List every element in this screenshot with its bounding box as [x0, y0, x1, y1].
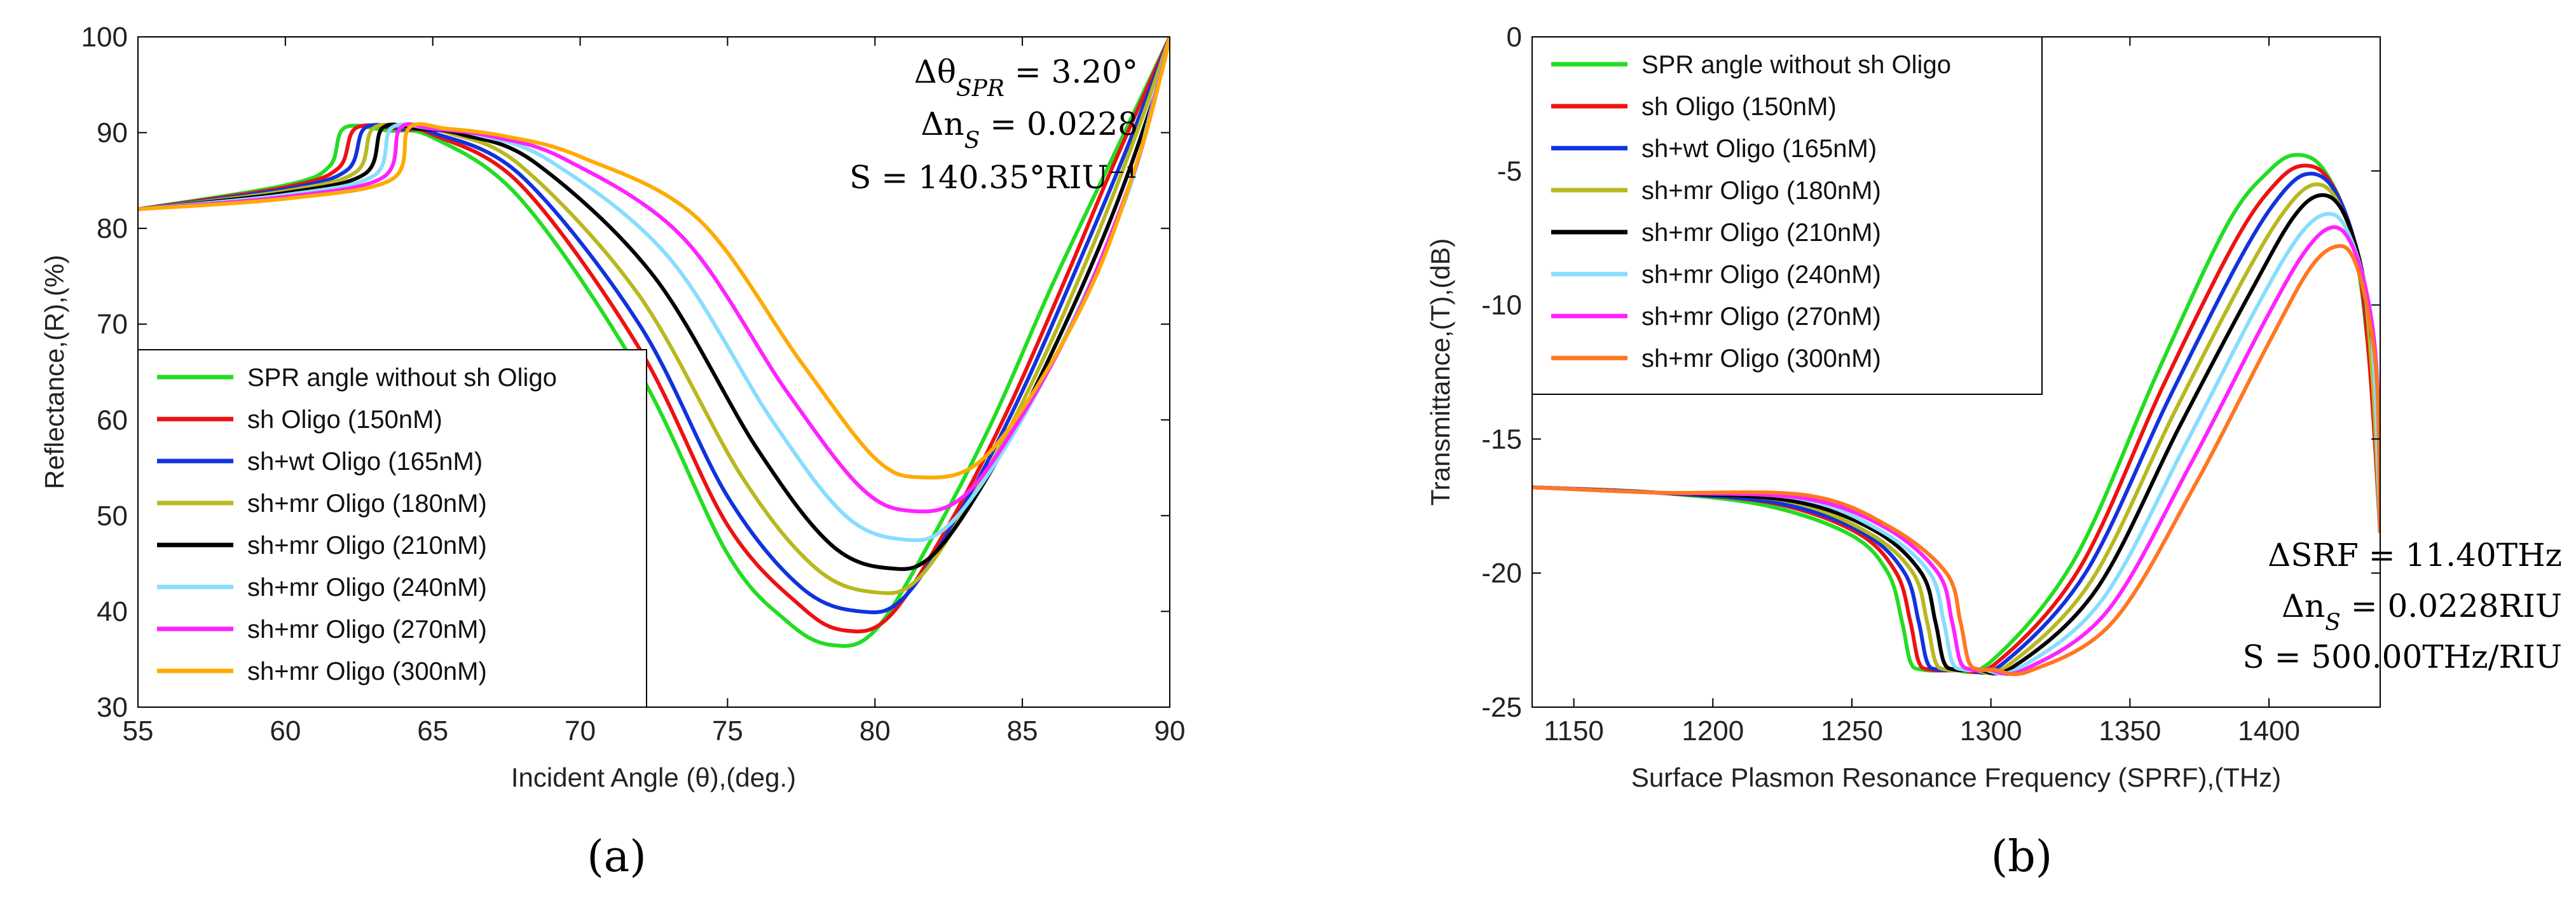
- x-tick-label: 90: [1154, 715, 1186, 747]
- legend-entry: sh+wt Oligo (165nM): [1641, 135, 1877, 163]
- x-tick-label: 1200: [1682, 715, 1744, 747]
- y-tick-label: -5: [1497, 156, 1522, 187]
- x-tick-label: 75: [712, 715, 743, 747]
- panel-label: (a): [587, 832, 647, 882]
- annotation: ΔnS = 0.0228RIU: [2282, 588, 2562, 636]
- y-axis-label: Transmittance,(T),(dB): [1425, 238, 1455, 506]
- x-axis-label: Incident Angle (θ),(deg.): [511, 762, 796, 792]
- series-group: [138, 37, 1170, 648]
- series-line-1: [138, 37, 1170, 648]
- y-tick-label: -25: [1481, 692, 1522, 723]
- legend-entry: sh+mr Oligo (180nM): [1641, 177, 1881, 205]
- y-tick-label: -20: [1481, 558, 1522, 589]
- series-line-5: [1532, 193, 2380, 676]
- x-tick-label: 1150: [1544, 715, 1604, 747]
- chart-panel-b: 1150 1200 1250 1300 1350 1400-25-20-15-10-50S…: [1425, 22, 2562, 882]
- x-tick-label: 85: [1007, 715, 1038, 747]
- legend-entry: sh+mr Oligo (300nM): [247, 658, 487, 686]
- legend-entry: sh+mr Oligo (240nM): [247, 574, 487, 602]
- series-line-2: [138, 37, 1170, 633]
- x-tick-label: 1250: [1821, 715, 1883, 747]
- legend-entry: SPR angle without sh Oligo: [247, 364, 557, 392]
- y-tick-label: 50: [97, 500, 128, 532]
- legend-entry: sh Oligo (150nM): [247, 406, 442, 434]
- legend-box: [137, 349, 647, 708]
- x-tick-label: 70: [565, 715, 596, 747]
- x-tick-label: 60: [270, 715, 301, 747]
- y-tick-label: -15: [1481, 424, 1522, 455]
- x-tick-label: 65: [417, 715, 448, 747]
- legend-entry: sh+mr Oligo (300nM): [1641, 345, 1881, 373]
- legend-entry: SPR angle without sh Oligo: [1641, 51, 1951, 79]
- x-tick-label: 1350: [2099, 715, 2161, 747]
- legend-entry: sh+mr Oligo (240nM): [1641, 261, 1881, 289]
- legend: SPR angle without sh Oligo sh Oligo (150n…: [137, 349, 647, 708]
- y-tick-label: 0: [1507, 22, 1522, 53]
- legend-entry: sh+mr Oligo (210nM): [1641, 219, 1881, 247]
- y-tick-label: 70: [97, 309, 128, 340]
- x-tick-label: 55: [123, 715, 154, 747]
- legend: SPR angle without sh Oligo sh Oligo (150n…: [1531, 36, 2043, 395]
- y-tick-label: 80: [97, 213, 128, 244]
- x-axis-label: Surface Plasmon Resonance Frequency (SPR…: [1631, 762, 2281, 792]
- x-tick-label: 1400: [2238, 715, 2300, 747]
- annotation: ΔθSPR = 3.20°: [914, 53, 1138, 102]
- y-tick-label: 30: [97, 692, 128, 723]
- series-line-8: [1532, 244, 2380, 677]
- chart-panel-a: 55 60 65 70 75 80 85 90 30 40 50 60 70 80 90 100 Inciden…: [39, 22, 1185, 882]
- series-line-5: [138, 37, 1170, 571]
- y-tick-label: 90: [97, 118, 128, 149]
- y-tick-label: -10: [1481, 290, 1522, 321]
- series-line-7: [1532, 225, 2380, 676]
- annotation: ΔSRF = 11.40THz: [2268, 537, 2562, 574]
- y-tick-label: 60: [97, 404, 128, 436]
- y-axis-label: Reflectance,(R),(%): [39, 255, 69, 490]
- series-line-8: [138, 37, 1170, 480]
- x-tick-label: 1300: [1960, 715, 2022, 747]
- legend-entry: sh+mr Oligo (270nM): [247, 616, 487, 644]
- legend-entry: sh+wt Oligo (165nM): [247, 448, 483, 476]
- legend-entry: sh+mr Oligo (270nM): [1641, 303, 1881, 331]
- annotation: S = 500.00THz/RIU: [2242, 638, 2562, 675]
- legend-entry: sh Oligo (150nM): [1641, 93, 1837, 121]
- series-line-4: [138, 37, 1170, 595]
- x-tick-label: 80: [860, 715, 891, 747]
- panel-label: (b): [1991, 832, 2053, 882]
- annotation: ΔnS = 0.0228: [921, 106, 1138, 154]
- y-tick-label: 100: [81, 22, 128, 53]
- annotation: S = 140.35°RIU⁻¹: [849, 159, 1138, 196]
- series-line-3: [138, 37, 1170, 614]
- legend-box: [1531, 36, 2043, 395]
- annotations: ΔθSPR = 3.20°ΔnS = 0.0228 S = 140.35°RIU⁻…: [849, 53, 1138, 196]
- y-tick-label: 40: [97, 596, 128, 627]
- legend-entry: sh+mr Oligo (180nM): [247, 490, 487, 518]
- legend-entry: sh+mr Oligo (210nM): [247, 532, 487, 560]
- series-group: [1532, 153, 2380, 677]
